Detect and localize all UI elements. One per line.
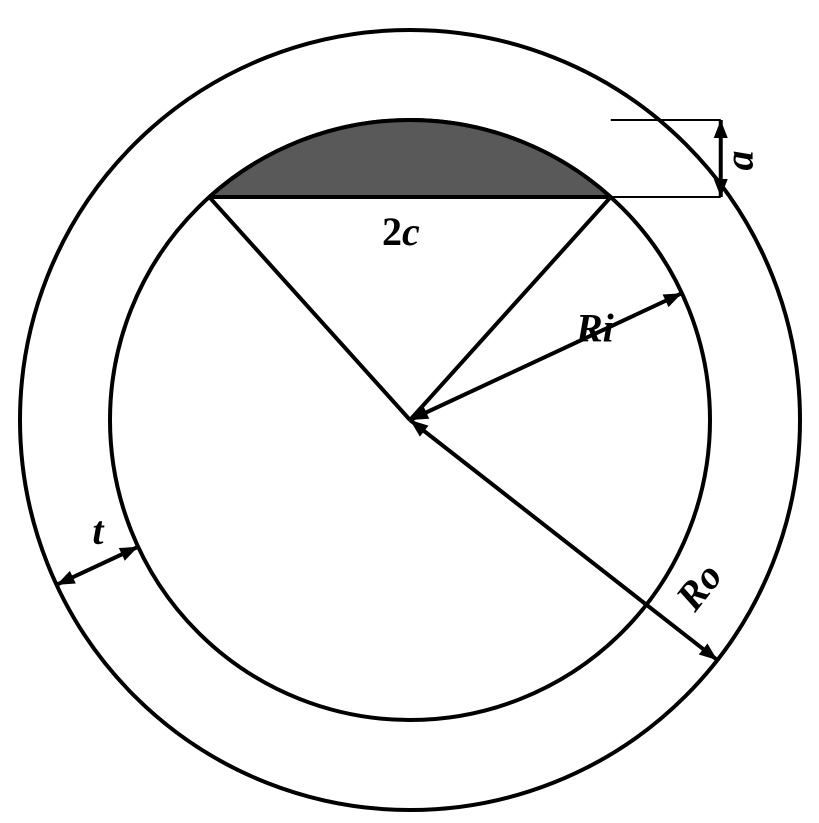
ro-dimension [410, 420, 717, 660]
label-Ro: Ro [666, 554, 731, 619]
label-a: a [717, 151, 762, 171]
label-t: t [92, 508, 105, 553]
pipe-cross-section-diagram: 2c a Ri Ro t [0, 0, 819, 823]
label-Ri: Ri [575, 306, 614, 351]
label-2c: 2c [382, 209, 420, 254]
defect-region [209, 120, 610, 197]
arrowhead-icon [714, 120, 728, 138]
arrowhead-icon [57, 571, 76, 585]
radius-left [209, 197, 410, 420]
arrowhead-icon [119, 547, 138, 561]
ri-dimension [410, 293, 682, 420]
arrowhead-icon [663, 293, 682, 307]
